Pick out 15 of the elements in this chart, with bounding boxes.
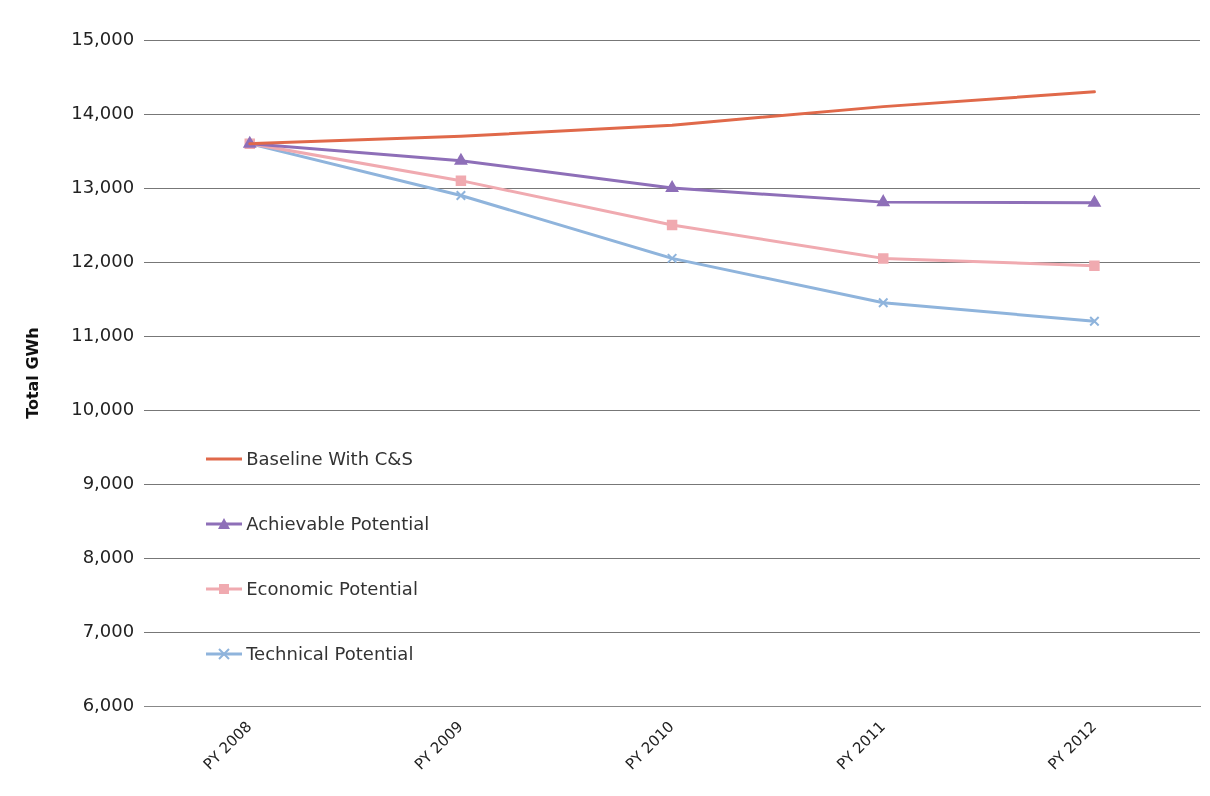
y-tick-label: 13,000 xyxy=(71,175,135,197)
y-axis-title: Total GWh xyxy=(22,327,42,419)
legend-label: Achievable Potential xyxy=(246,513,430,535)
y-tick-label: 8,000 xyxy=(82,545,135,567)
y-tick-label: 12,000 xyxy=(71,249,135,271)
y-tick-label: 10,000 xyxy=(71,397,135,419)
y-tick-label: 9,000 xyxy=(82,471,135,493)
y-tick-label: 7,000 xyxy=(82,619,135,641)
y-tick-label: 11,000 xyxy=(71,323,135,345)
y-tick-label: 14,000 xyxy=(71,101,135,123)
y-tick-label: 15,000 xyxy=(71,27,135,49)
y-tick-label: 6,000 xyxy=(82,693,135,715)
legend-label: Baseline With C&S xyxy=(246,448,413,470)
legend-label: Technical Potential xyxy=(246,643,414,665)
legend-label: Economic Potential xyxy=(246,578,418,600)
